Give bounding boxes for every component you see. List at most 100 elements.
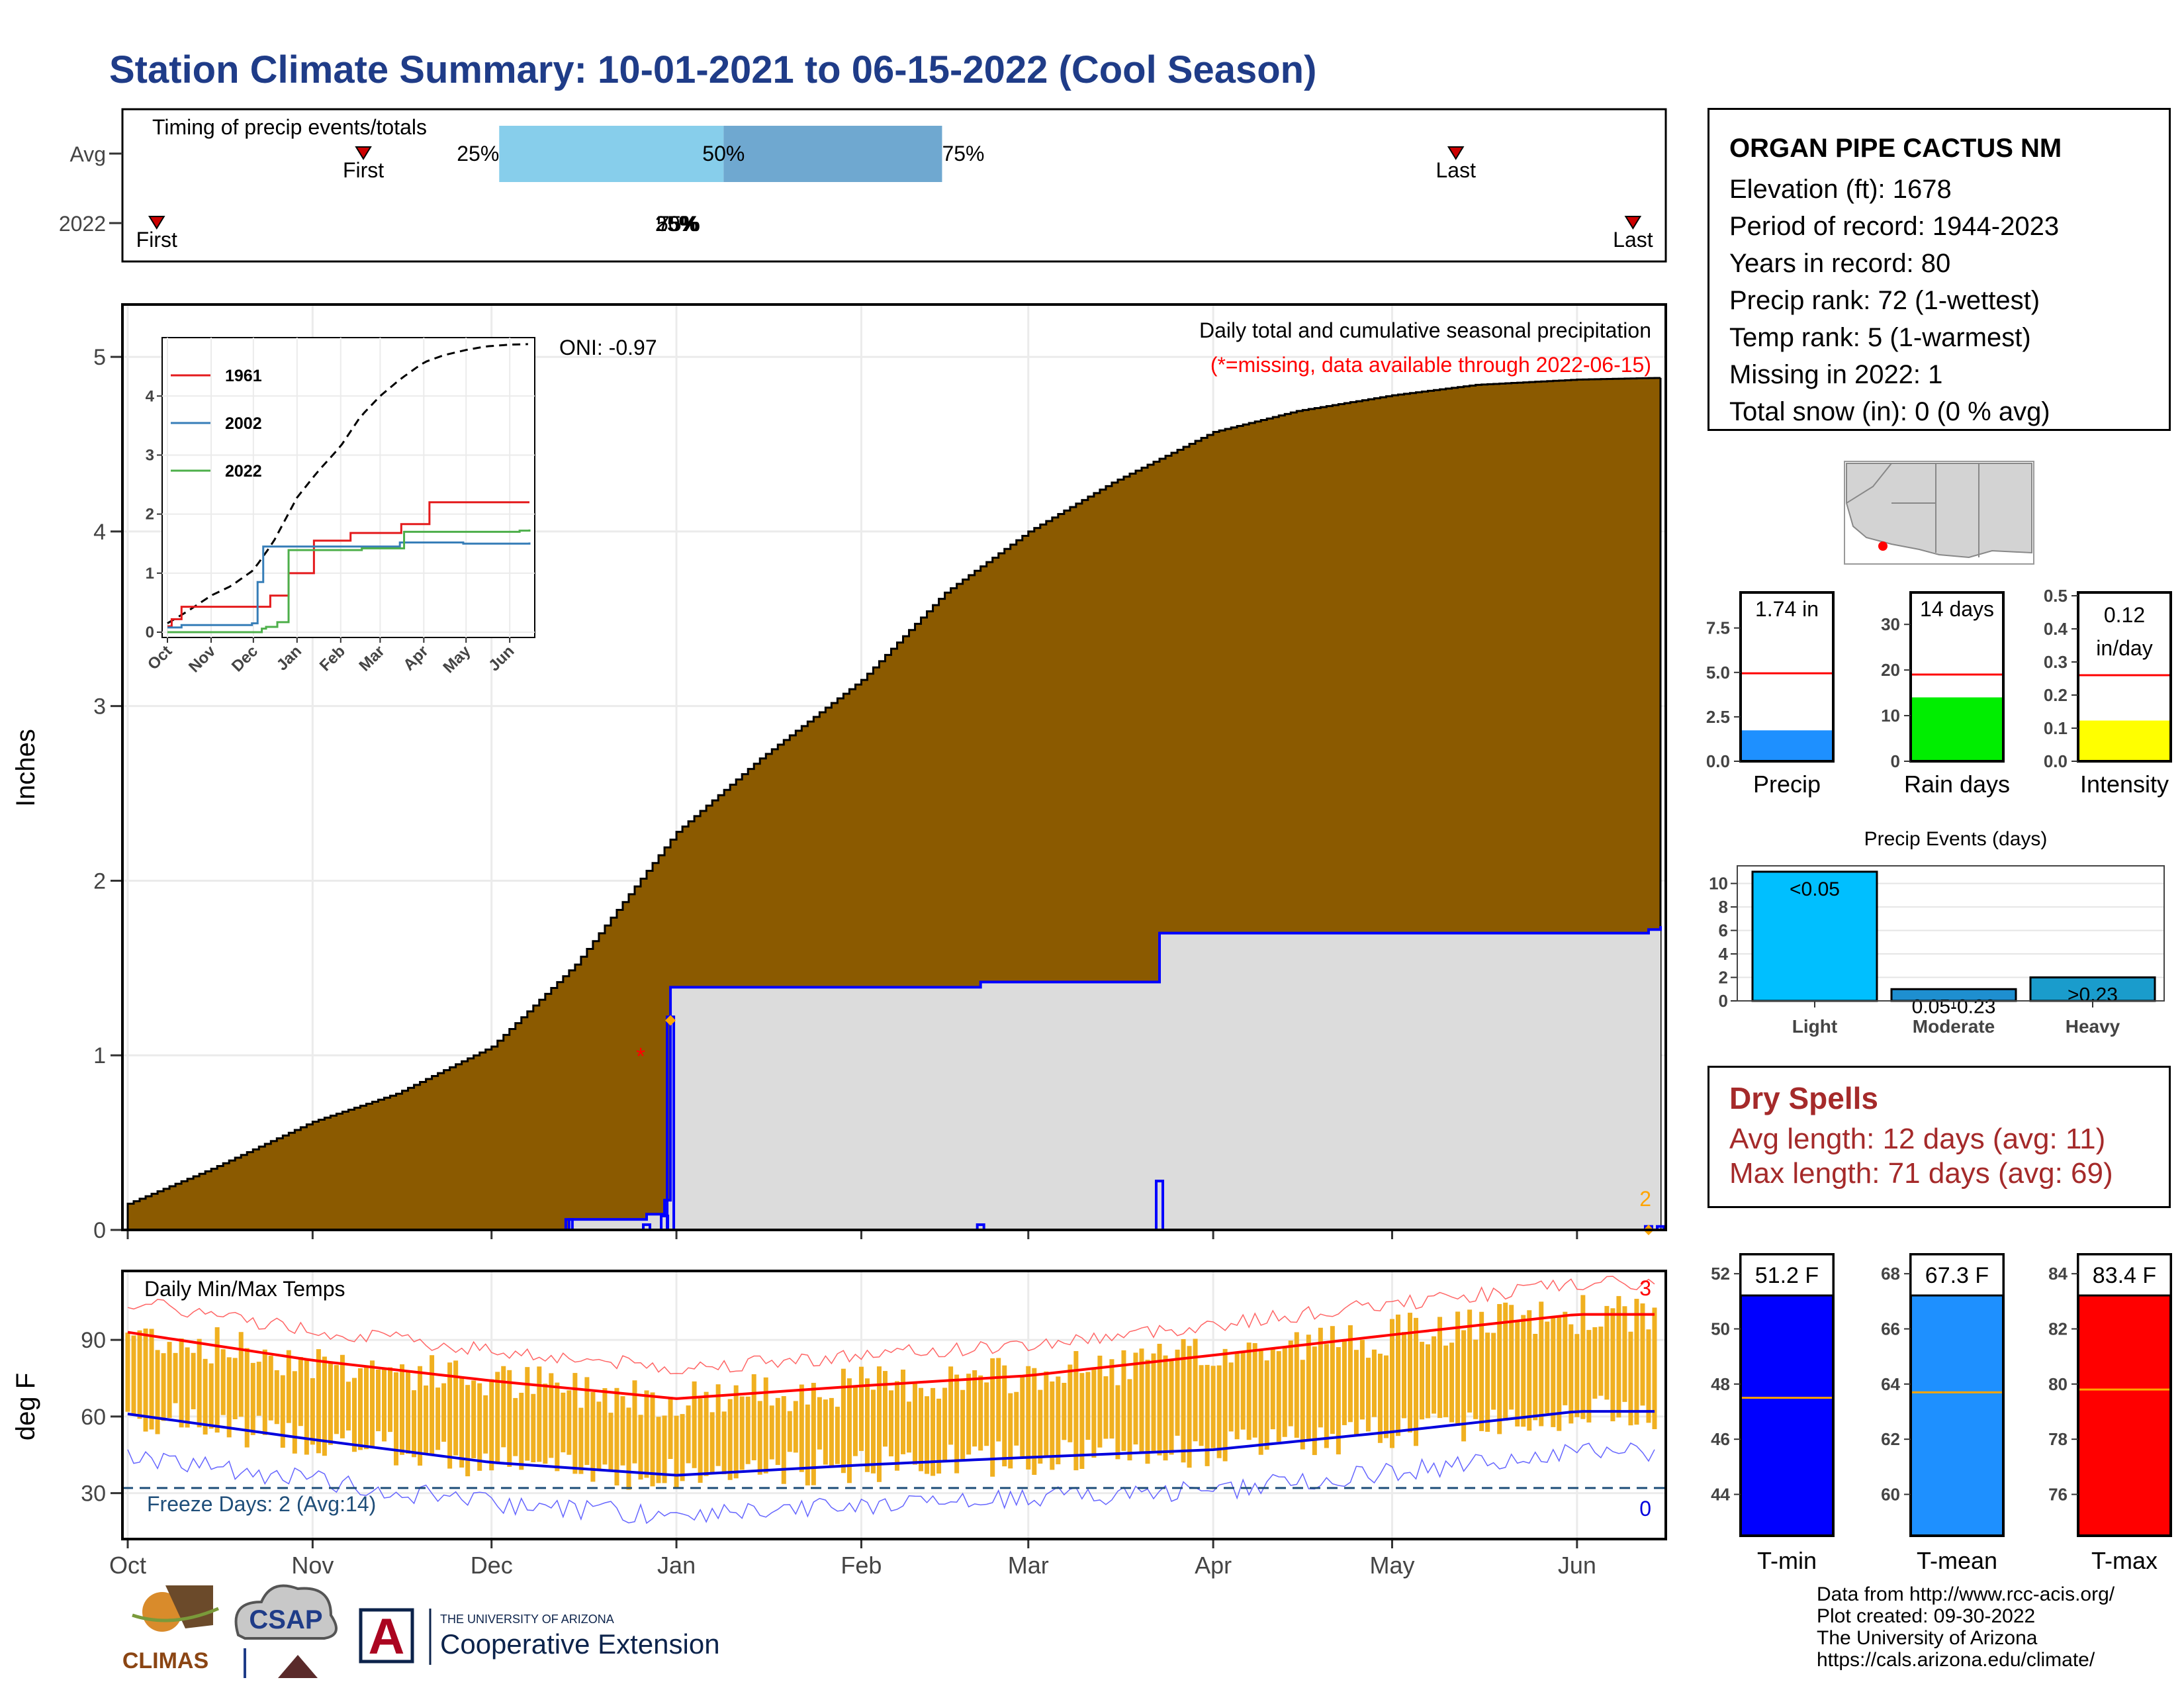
temp-daily-bar: [721, 1411, 727, 1475]
temp-daily-bar: [1426, 1344, 1431, 1419]
temp-daily-bar: [334, 1365, 339, 1434]
station-info-box: ORGAN PIPE CACTUS NM Elevation (ft): 167…: [1707, 108, 2171, 431]
temp-daily-bar: [1014, 1391, 1019, 1446]
temp-daily-bar: [1449, 1342, 1455, 1423]
temp-min-count: 0: [1639, 1497, 1651, 1521]
station-location-icon: [1878, 541, 1888, 551]
mini-bar-Rain days: [1911, 697, 2003, 761]
temp-daily-bar: [394, 1372, 399, 1466]
temp-daily-bar: [1318, 1327, 1323, 1428]
temp-daily-bar: [543, 1383, 548, 1464]
temp-daily-bar: [1079, 1373, 1085, 1470]
inset-ytick-label: 0: [146, 624, 154, 641]
temp-bar-value-box: [1909, 1253, 2005, 1297]
temp-daily-bar: [1616, 1295, 1621, 1418]
events-xlabel-Light: Light: [1792, 1016, 1837, 1037]
mini-frame-Precip: [1739, 591, 1835, 763]
temp-daily-bar: [1020, 1377, 1025, 1457]
temp-daily-bar: [1246, 1342, 1251, 1440]
credit-plot-date: Plot created: 09-30-2022: [1817, 1605, 2036, 1627]
freeze-label: Freeze Days: 2 (Avg:14): [147, 1492, 376, 1516]
timing-2022-first-marker: [148, 216, 165, 230]
timing-2022-75: 75%: [658, 212, 700, 236]
temp-daily-bar: [936, 1398, 942, 1474]
temp-daily-bar: [1240, 1352, 1246, 1430]
temp-daily-bar: [829, 1397, 834, 1468]
temp-daily-bar: [727, 1399, 733, 1480]
temp-daily-bar: [471, 1380, 477, 1458]
temp-daily-bar: [203, 1358, 208, 1435]
temp-daily-bar: [1586, 1330, 1592, 1423]
events-xlabel-Moderate: Moderate: [1913, 1016, 1995, 1037]
temp-daily-bar: [960, 1389, 966, 1462]
temp-daily-bar: [1365, 1358, 1371, 1432]
temp-daily-bar: [686, 1405, 691, 1464]
temp-daily-bar: [1342, 1341, 1347, 1425]
map-region: [1846, 463, 2032, 559]
main-note-title: Daily total and cumulative seasonal prec…: [1199, 318, 1651, 342]
temp-bar-value-box: [1739, 1253, 1835, 1297]
temp-daily-bar: [363, 1365, 369, 1450]
temp-daily-bar: [1324, 1344, 1329, 1448]
mini-label-Rain days: Rain days: [1904, 771, 2010, 798]
temp-daily-bar: [424, 1385, 429, 1454]
ua-logo-letter: A: [369, 1609, 405, 1665]
temp-bar-ytick-label: 82: [2048, 1319, 2068, 1339]
temp-daily-bar: [567, 1390, 572, 1455]
temp-daily-bar: [1551, 1317, 1556, 1427]
temp-daily-bar: [1109, 1359, 1115, 1439]
station-elevation: Elevation (ft): 1678: [1729, 175, 1952, 204]
temp-daily-bar: [1258, 1348, 1263, 1455]
temp-daily-bar: [1139, 1348, 1144, 1453]
temp-daily-bar: [477, 1383, 482, 1471]
temp-daily-bar: [310, 1378, 315, 1445]
temp-daily-bar: [846, 1378, 852, 1483]
temp-daily-bar: [1175, 1349, 1180, 1436]
temp-daily-bar: [382, 1368, 387, 1442]
ua-logo-box: [359, 1608, 414, 1664]
temp-daily-bar: [1580, 1295, 1586, 1419]
inset-ytick-label: 4: [146, 387, 155, 405]
temp-daily-bar: [1330, 1326, 1335, 1434]
temp-daily-bar: [1068, 1364, 1073, 1442]
temp-daily-bar: [1157, 1344, 1162, 1456]
temp-daily-bar: [155, 1350, 160, 1434]
temp-daily-bar: [1163, 1355, 1168, 1461]
main-ylabel: Inches: [11, 729, 40, 807]
temp-daily-bar: [1103, 1376, 1109, 1439]
temp-ytick-label: 30: [81, 1481, 106, 1507]
events-ytick-label: 6: [1719, 921, 1728, 941]
mini-ytick-label: 5.0: [1706, 663, 1730, 682]
temp-daily-bar: [1437, 1317, 1443, 1419]
temp-daily-bar: [250, 1362, 255, 1435]
inset-ytick-label: 3: [146, 446, 154, 464]
temp-daily-bar: [1491, 1333, 1496, 1410]
temp-xtick-label: Dec: [471, 1552, 513, 1579]
temp-daily-bar: [596, 1401, 602, 1470]
temp-daily-bar: [1288, 1340, 1293, 1427]
temp-daily-bar: [501, 1366, 506, 1448]
temp-daily-bar: [990, 1358, 995, 1477]
temp-daily-bar: [298, 1356, 303, 1427]
credit-data-source: Data from http://www.rcc-acis.org/: [1817, 1583, 2115, 1605]
temp-bar-ytick-label: 80: [2048, 1374, 2068, 1394]
temp-xtick-label: May: [1369, 1552, 1414, 1579]
temp-bar-value-T-mean: 67.3 F: [1925, 1263, 1989, 1288]
temp-daily-bar: [931, 1387, 936, 1476]
temp-daily-bar: [1497, 1303, 1502, 1434]
timing-label-50: 50%: [702, 142, 745, 165]
temp-daily-bar: [1169, 1360, 1174, 1455]
temp-daily-bar: [811, 1383, 816, 1485]
temp-daily-bar: [1210, 1366, 1216, 1448]
temp-daily-bar: [495, 1372, 500, 1464]
temp-daily-bar: [972, 1370, 978, 1447]
mini-ytick-label: 2.5: [1706, 707, 1730, 727]
temp-daily-bar: [1181, 1338, 1186, 1463]
temp-daily-bar: [369, 1360, 375, 1448]
temp-daily-bar: [125, 1333, 130, 1412]
main-note-missing: (*=missing, data available through 2022-…: [1210, 353, 1651, 377]
climas-plant-icon: [132, 1607, 219, 1622]
temp-daily-bar: [870, 1389, 876, 1474]
temp-daily-bar: [876, 1366, 882, 1482]
temp-daily-bar: [1199, 1365, 1204, 1446]
